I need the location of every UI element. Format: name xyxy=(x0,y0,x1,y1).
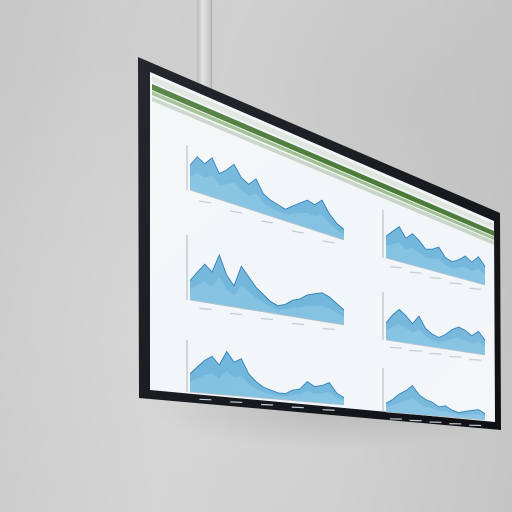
screen-glare xyxy=(150,72,495,422)
panel-left-3-tick-label xyxy=(322,409,335,411)
panel-left-3-tick-label xyxy=(199,398,212,401)
panel-left-3-tick-label xyxy=(291,406,304,409)
panel-left-3-tick-label xyxy=(260,403,274,406)
power-cable xyxy=(197,0,212,92)
panel-left-3-tick-label xyxy=(230,401,243,404)
